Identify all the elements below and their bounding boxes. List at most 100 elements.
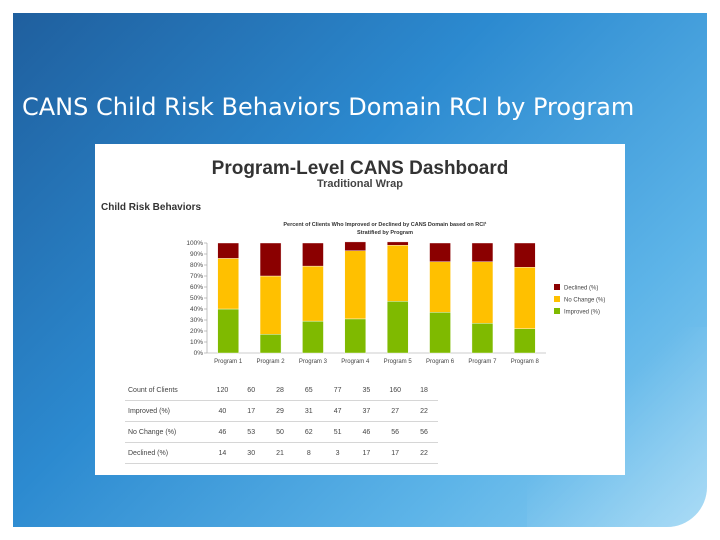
- bar-segment-no-change: [386, 244, 409, 302]
- stacked-bar-chart: 0% 10% 20% 30% 40% 50% 60% 70% 80% 90% 100% Program…: [186, 240, 605, 365]
- bar-segment-improved: [344, 318, 367, 354]
- bar-segment-improved: [386, 301, 409, 354]
- table-cell: 3: [323, 442, 352, 464]
- table-cell: 51: [323, 421, 352, 443]
- y-tick-label: 70%: [190, 273, 203, 280]
- table-row-label: No Change (%): [125, 421, 208, 443]
- table-cell: 40: [208, 400, 237, 422]
- y-tick-label: 90%: [190, 251, 203, 258]
- table-row-label: Declined (%): [125, 442, 208, 464]
- table-cell: 29: [265, 400, 295, 422]
- table-cell: 8: [294, 442, 324, 464]
- section-label: Child Risk Behaviors: [101, 202, 202, 213]
- bar-segment-declined: [514, 242, 536, 268]
- y-tick-label: 20%: [190, 328, 203, 335]
- table-row: Count of Clients 120 60 28 65 77 35 160 18: [125, 380, 439, 401]
- x-tick-label: Program 2: [257, 359, 286, 365]
- table-cell: 47: [323, 400, 352, 422]
- table-cell: 17: [380, 442, 410, 464]
- x-tick-label: Program 3: [299, 359, 328, 365]
- chart-title-block: Percent of Clients Who Improved or Decli…: [235, 221, 535, 237]
- y-tick-label: 80%: [190, 262, 203, 269]
- table-row-label: Improved (%): [125, 400, 208, 422]
- bar-segment-no-change: [471, 261, 494, 324]
- bar-segment-declined: [344, 241, 367, 251]
- table-cell: 50: [265, 421, 295, 443]
- y-tick-label: 60%: [190, 284, 203, 291]
- x-tick-label: Program 8: [511, 359, 540, 365]
- table-row-label: Count of Clients: [125, 380, 208, 401]
- slide-title: CANS Child Risk Behaviors Domain RCI by …: [22, 93, 635, 121]
- x-tick-label: Program 4: [341, 359, 370, 365]
- bar-segment-declined: [386, 241, 409, 246]
- y-tick-label: 10%: [190, 339, 203, 346]
- bar-segment-declined: [302, 242, 324, 267]
- bar-segment-improved: [259, 334, 282, 354]
- bar-segment-declined: [217, 242, 239, 259]
- dashboard-title: Program-Level CANS Dashboard: [211, 158, 509, 179]
- bar-segment-improved: [514, 328, 536, 354]
- x-tick-label: Program 6: [426, 359, 455, 365]
- table-cell: 160: [380, 380, 410, 401]
- table-cell: 46: [351, 421, 381, 443]
- table-cell: 14: [208, 442, 237, 464]
- table-cell: 53: [236, 421, 266, 443]
- table-row: Declined (%) 14 30 21 8 3 17 17 22: [125, 442, 439, 464]
- bar-segment-no-change: [429, 261, 451, 313]
- table-cell: 31: [294, 400, 324, 422]
- x-tick-label: Program 5: [384, 359, 413, 365]
- bar-segment-declined: [471, 242, 494, 262]
- table-cell: 17: [236, 400, 266, 422]
- chart-title: Percent of Clients Who Improved or Decli…: [283, 222, 487, 228]
- bar-segment-improved: [471, 323, 494, 354]
- table-cell: 56: [409, 421, 439, 443]
- bar-segment-no-change: [259, 275, 282, 335]
- data-table: Count of Clients 120 60 28 65 77 35 160 18 Improv…: [125, 380, 439, 464]
- table-cell: 17: [351, 442, 381, 464]
- y-tick-label: 30%: [190, 317, 203, 324]
- bar-segment-declined: [259, 242, 282, 277]
- bar-segment-no-change: [302, 265, 324, 322]
- table-cell: 22: [409, 442, 439, 464]
- table-cell: 60: [236, 380, 266, 401]
- y-tick-label: 0%: [194, 350, 204, 357]
- table-cell: 27: [380, 400, 410, 422]
- table-cell: 35: [351, 380, 381, 401]
- table-row: No Change (%) 46 53 50 62 51 46 56 56: [125, 421, 439, 443]
- y-tick-label: 100%: [186, 240, 203, 247]
- dashboard-image: Program-Level CANS Dashboard Traditional…: [95, 144, 625, 475]
- table-cell: 120: [208, 380, 237, 401]
- table-cell: 28: [265, 380, 295, 401]
- table-cell: 56: [380, 421, 410, 443]
- table-cell: 18: [409, 380, 439, 401]
- table-cell: 46: [208, 421, 237, 443]
- chart-subtitle: Stratified by Program: [357, 230, 413, 236]
- table-row: Improved (%) 40 17 29 31 47 37 27 22: [125, 400, 439, 422]
- bar-segment-improved: [217, 308, 239, 354]
- x-tick-label: Program 7: [468, 359, 497, 365]
- bar-segment-no-change: [344, 250, 367, 320]
- table-cell: 22: [409, 400, 439, 422]
- bar-segment-declined: [429, 242, 451, 262]
- y-tick-label: 40%: [190, 306, 203, 313]
- bar-segment-improved: [302, 320, 324, 354]
- table-cell: 21: [265, 442, 295, 464]
- bar-segment-no-change: [217, 258, 239, 310]
- legend-swatch: [554, 296, 560, 302]
- y-tick-label: 50%: [190, 295, 203, 302]
- bar-segment-no-change: [514, 266, 536, 329]
- legend-swatch: [554, 308, 560, 314]
- table-cell: 30: [236, 442, 266, 464]
- x-tick-label: Program 1: [214, 359, 243, 365]
- bar-segment-improved: [429, 312, 451, 354]
- legend-label: No Change (%): [564, 298, 605, 304]
- table-cell: 77: [323, 380, 352, 401]
- legend-label: Declined (%): [564, 286, 598, 292]
- legend-label: Improved (%): [564, 310, 600, 316]
- table-cell: 62: [294, 421, 324, 443]
- legend-swatch: [554, 284, 560, 290]
- dashboard-subtitle: Traditional Wrap: [317, 178, 403, 190]
- table-cell: 37: [351, 400, 381, 422]
- table-cell: 65: [294, 380, 324, 401]
